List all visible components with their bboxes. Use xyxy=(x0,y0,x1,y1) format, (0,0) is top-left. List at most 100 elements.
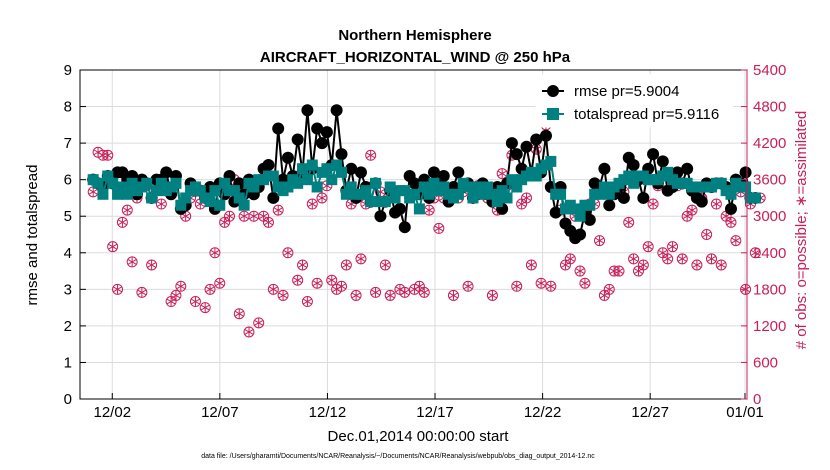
obs-assimilated-point xyxy=(356,253,366,264)
totalspread-point xyxy=(360,185,372,197)
x-axis-label: Dec.01,2014 00:00:00 start xyxy=(328,428,510,445)
obs-assimilated-point xyxy=(706,253,717,264)
obs-assimilated-point xyxy=(546,281,556,292)
x-tick-label: 12/07 xyxy=(201,404,239,421)
obs-assimilated-point xyxy=(726,217,736,228)
obs-assimilated-point xyxy=(263,217,274,228)
totalspread-point xyxy=(628,177,640,189)
obs-assimilated-point xyxy=(594,235,605,246)
rmse-point xyxy=(262,159,275,172)
obs-assimilated-point xyxy=(463,281,473,292)
right-y-axis-label: # of obs: o=possible; ∗=assimilated xyxy=(793,111,810,350)
totalspread-point xyxy=(603,188,615,200)
obs-assimilated-point xyxy=(112,284,123,295)
obs-assimilated-point xyxy=(244,326,254,337)
obs-assimilated-point xyxy=(643,241,653,252)
totalspread-point xyxy=(506,174,518,186)
totalspread-point xyxy=(150,185,162,197)
totalspread-point xyxy=(467,192,479,204)
totalspread-point xyxy=(418,181,430,193)
obs-assimilated-point xyxy=(147,259,157,270)
obs-assimilated-point xyxy=(127,256,137,267)
totalspread-point xyxy=(496,185,508,197)
obs-assimilated-point xyxy=(234,308,244,319)
totalspread-point xyxy=(345,181,357,193)
legend-spread-label: totalspread pr=5.9116 xyxy=(574,106,719,123)
totalspread-point xyxy=(175,199,187,211)
rmse-point xyxy=(656,155,669,168)
totalspread-point xyxy=(511,181,523,193)
totalspread-point xyxy=(326,174,338,186)
obs-assimilated-point xyxy=(341,259,351,270)
rmse-point xyxy=(549,206,562,219)
rmse-point xyxy=(330,104,343,117)
rmse-point xyxy=(739,166,752,179)
obs-assimilated-point xyxy=(677,253,687,264)
rmse-point xyxy=(374,210,387,223)
obs-assimilated-point xyxy=(400,287,410,298)
x-tick-label: 12/02 xyxy=(94,404,132,421)
obs-assimilated-point xyxy=(205,284,215,295)
totalspread-point xyxy=(365,196,377,208)
rmse-point xyxy=(301,104,314,117)
right-y-tick-label: 3000 xyxy=(753,208,786,225)
totalspread-point xyxy=(462,181,474,193)
obs-assimilated-point xyxy=(190,296,201,307)
rmse-point xyxy=(530,133,543,146)
rmse-point xyxy=(598,162,611,175)
x-tick-label: 12/27 xyxy=(631,404,669,421)
totalspread-point xyxy=(102,170,114,182)
totalspread-point xyxy=(219,177,231,189)
totalspread-point xyxy=(116,181,128,193)
rmse-point xyxy=(316,137,329,150)
obs-assimilated-point xyxy=(614,266,624,277)
legend-box xyxy=(535,74,734,128)
totalspread-point xyxy=(321,163,333,175)
obs-assimilated-point xyxy=(663,253,673,264)
y-tick-label: 6 xyxy=(64,172,72,189)
obs-assimilated-point xyxy=(370,287,381,298)
obs-assimilated-point xyxy=(278,290,288,301)
obs-assimilated-point xyxy=(103,150,113,161)
legend-rmse-label: rmse pr=5.9004 xyxy=(574,83,679,100)
rmse-point xyxy=(603,199,616,212)
obs-assimilated-point xyxy=(448,290,459,301)
obs-assimilated-point xyxy=(434,223,444,234)
totalspread-point xyxy=(486,188,498,200)
x-tick-label: 12/17 xyxy=(416,404,454,421)
totalspread-point xyxy=(409,188,421,200)
obs-assimilated-point xyxy=(638,259,648,270)
totalspread-point xyxy=(228,185,240,197)
totalspread-point xyxy=(594,188,606,200)
totalspread-point xyxy=(423,188,435,200)
right-y-tick-label: 600 xyxy=(753,354,778,371)
obs-assimilated-point xyxy=(526,259,536,270)
totalspread-point xyxy=(379,196,391,208)
chart-subtitle: AIRCRAFT_HORIZONTAL_WIND @ 250 hPa xyxy=(260,49,571,66)
totalspread-point xyxy=(209,185,221,197)
obs-assimilated-point xyxy=(122,205,132,216)
rmse-point xyxy=(637,191,650,204)
totalspread-point xyxy=(501,192,513,204)
obs-assimilated-point xyxy=(307,199,317,210)
obs-assimilated-point xyxy=(487,290,497,301)
totalspread-point xyxy=(598,181,610,193)
obs-assimilated-point xyxy=(512,281,522,292)
rmse-point xyxy=(520,140,533,153)
chart-title: Northern Hemisphere xyxy=(338,27,491,44)
totalspread-point xyxy=(428,177,440,189)
obs-assimilated-point xyxy=(536,278,546,289)
right-y-tick-label: 4800 xyxy=(753,99,786,116)
totalspread-point xyxy=(370,177,382,189)
totalspread-point xyxy=(482,181,494,193)
rmse-point xyxy=(272,122,285,135)
obs-assimilated-point xyxy=(497,168,507,179)
obs-assimilated-point xyxy=(385,290,395,301)
rmse-point xyxy=(354,166,367,179)
totalspread-point xyxy=(238,199,250,211)
obs-assimilated-point xyxy=(239,211,249,222)
obs-assimilated-point xyxy=(711,199,721,210)
right-y-tick-label: 1800 xyxy=(753,281,786,298)
obs-assimilated-point xyxy=(604,284,614,295)
